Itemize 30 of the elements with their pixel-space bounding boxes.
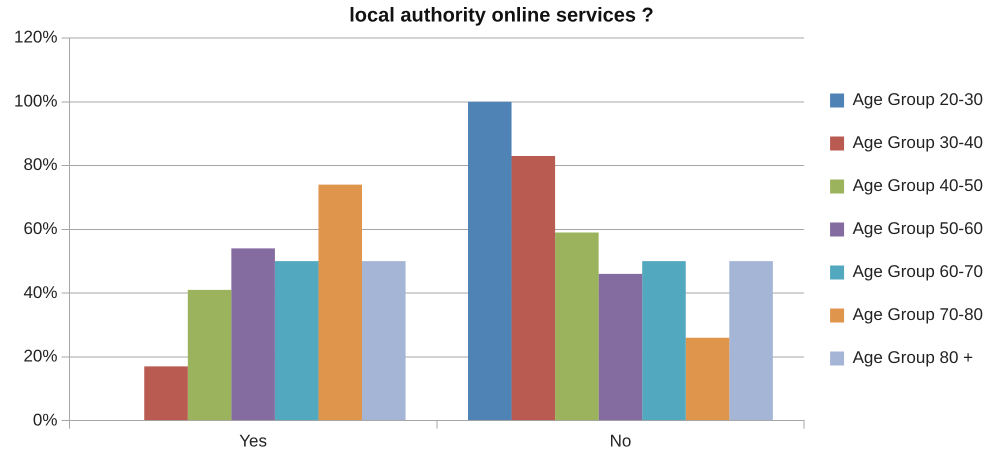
legend-label: Age Group 50-60 bbox=[852, 219, 983, 238]
y-tick-label: 120% bbox=[14, 28, 58, 47]
x-tick-label: No bbox=[610, 431, 632, 450]
legend-label: Age Group 20-30 bbox=[852, 90, 983, 110]
legend-label: Age Group 80 + bbox=[852, 348, 974, 368]
legend-label: Age Group 40-50 bbox=[852, 176, 983, 196]
bar bbox=[686, 338, 730, 420]
y-tick-label: 20% bbox=[23, 346, 58, 366]
y-tick-label: 100% bbox=[14, 91, 58, 110]
bar bbox=[729, 261, 773, 420]
bar bbox=[642, 261, 686, 420]
x-tick-label: Yes bbox=[239, 431, 267, 450]
y-tick-label: 0% bbox=[32, 410, 58, 430]
bar bbox=[468, 102, 512, 420]
bar bbox=[231, 248, 275, 420]
y-tick-label: 60% bbox=[23, 218, 58, 238]
bar bbox=[555, 232, 599, 420]
chart-title: local authority online services ? bbox=[349, 4, 654, 27]
bar bbox=[362, 261, 406, 420]
bar bbox=[512, 156, 556, 420]
bar bbox=[144, 366, 188, 420]
legend-label: Age Group 30-40 bbox=[852, 133, 983, 152]
bar bbox=[318, 184, 362, 420]
y-tick-label: 40% bbox=[23, 282, 58, 302]
bar bbox=[274, 261, 318, 420]
legend-label: Age Group 70-80 bbox=[852, 305, 983, 324]
bar bbox=[188, 290, 232, 420]
legend-label: Age Group 60-70 bbox=[852, 262, 983, 282]
y-tick-label: 80% bbox=[23, 155, 58, 174]
bar bbox=[598, 274, 642, 420]
